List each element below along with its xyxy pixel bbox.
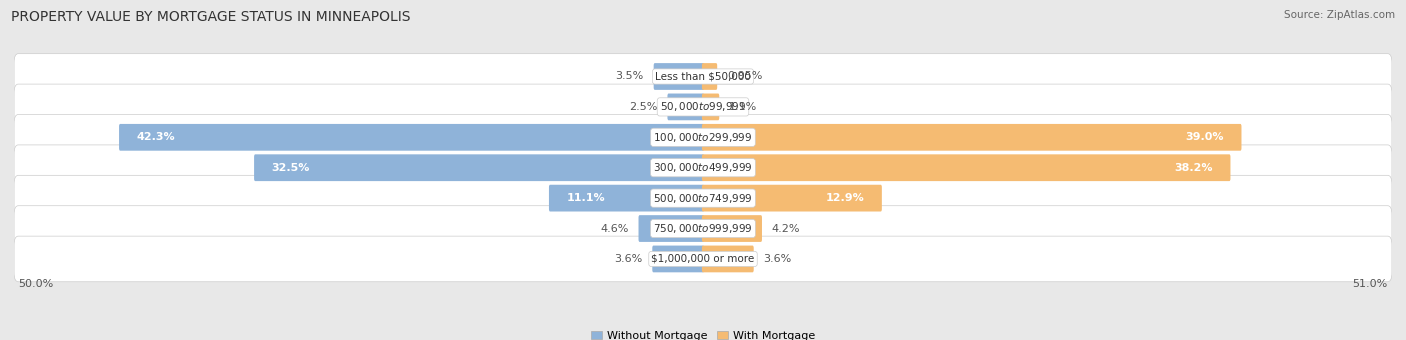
Text: $750,000 to $999,999: $750,000 to $999,999: [654, 222, 752, 235]
Text: 0.95%: 0.95%: [727, 71, 762, 82]
Text: Source: ZipAtlas.com: Source: ZipAtlas.com: [1284, 10, 1395, 20]
FancyBboxPatch shape: [14, 236, 1392, 282]
FancyBboxPatch shape: [668, 94, 704, 120]
Text: 50.0%: 50.0%: [18, 279, 53, 289]
FancyBboxPatch shape: [14, 175, 1392, 221]
Text: 42.3%: 42.3%: [136, 132, 176, 142]
Text: $500,000 to $749,999: $500,000 to $749,999: [654, 192, 752, 205]
FancyBboxPatch shape: [638, 215, 704, 242]
FancyBboxPatch shape: [702, 154, 1230, 181]
FancyBboxPatch shape: [702, 185, 882, 211]
Text: 32.5%: 32.5%: [271, 163, 311, 173]
FancyBboxPatch shape: [14, 115, 1392, 160]
FancyBboxPatch shape: [14, 54, 1392, 99]
FancyBboxPatch shape: [548, 185, 704, 211]
FancyBboxPatch shape: [702, 94, 720, 120]
Text: 1.1%: 1.1%: [730, 102, 758, 112]
FancyBboxPatch shape: [702, 215, 762, 242]
FancyBboxPatch shape: [702, 124, 1241, 151]
FancyBboxPatch shape: [702, 245, 754, 272]
Text: 39.0%: 39.0%: [1185, 132, 1223, 142]
FancyBboxPatch shape: [14, 145, 1392, 190]
FancyBboxPatch shape: [120, 124, 704, 151]
Text: 2.5%: 2.5%: [628, 102, 658, 112]
Text: 3.6%: 3.6%: [614, 254, 643, 264]
FancyBboxPatch shape: [652, 245, 704, 272]
Text: 12.9%: 12.9%: [825, 193, 865, 203]
FancyBboxPatch shape: [654, 63, 704, 90]
FancyBboxPatch shape: [254, 154, 704, 181]
Text: 4.2%: 4.2%: [772, 223, 800, 234]
Text: $100,000 to $299,999: $100,000 to $299,999: [654, 131, 752, 144]
Text: 51.0%: 51.0%: [1353, 279, 1388, 289]
FancyBboxPatch shape: [14, 84, 1392, 130]
FancyBboxPatch shape: [14, 206, 1392, 251]
Text: 3.5%: 3.5%: [616, 71, 644, 82]
Text: 3.6%: 3.6%: [763, 254, 792, 264]
Text: 38.2%: 38.2%: [1174, 163, 1213, 173]
Text: 4.6%: 4.6%: [600, 223, 628, 234]
Text: $300,000 to $499,999: $300,000 to $499,999: [654, 161, 752, 174]
Text: Less than $50,000: Less than $50,000: [655, 71, 751, 82]
Text: PROPERTY VALUE BY MORTGAGE STATUS IN MINNEAPOLIS: PROPERTY VALUE BY MORTGAGE STATUS IN MIN…: [11, 10, 411, 24]
Legend: Without Mortgage, With Mortgage: Without Mortgage, With Mortgage: [591, 330, 815, 340]
Text: $1,000,000 or more: $1,000,000 or more: [651, 254, 755, 264]
Text: 11.1%: 11.1%: [567, 193, 605, 203]
FancyBboxPatch shape: [702, 63, 717, 90]
Text: $50,000 to $99,999: $50,000 to $99,999: [659, 100, 747, 114]
